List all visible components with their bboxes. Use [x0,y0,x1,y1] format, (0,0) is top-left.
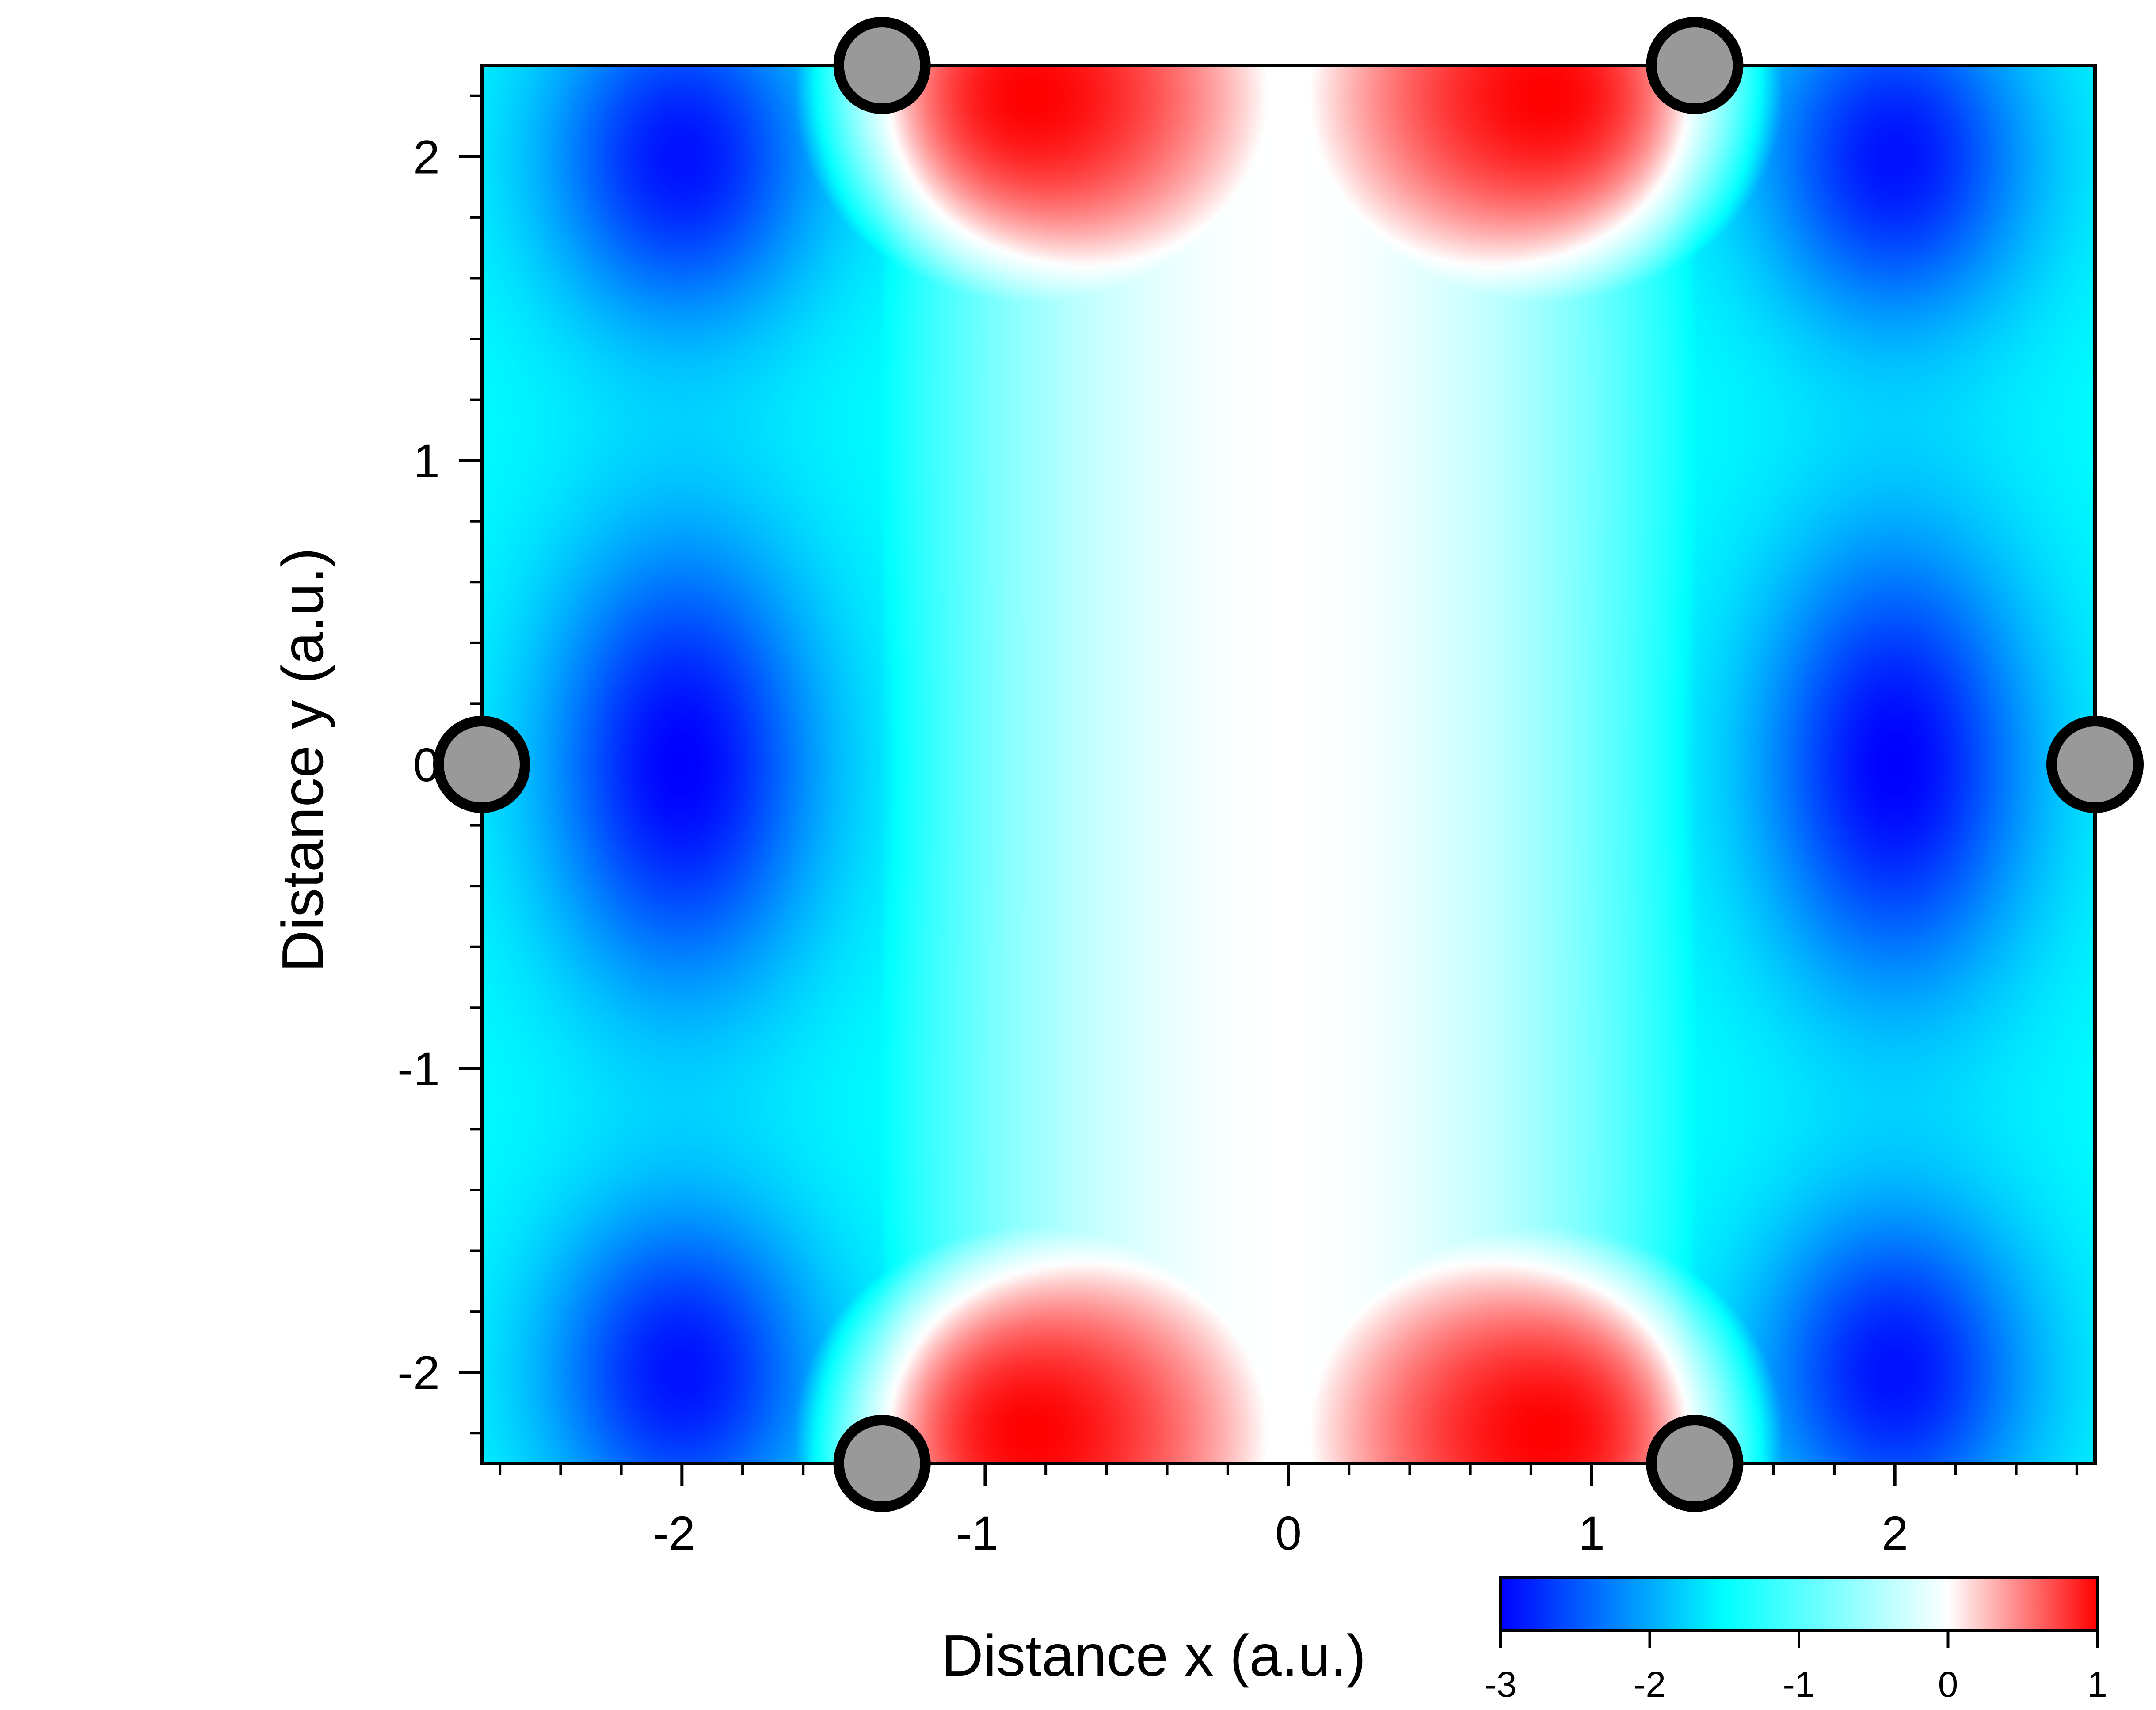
x-tick-label: -2 [653,1506,695,1560]
atom-marker [1646,17,1744,114]
x-axis: -2 -1 0 1 2 [499,1463,2078,1560]
colorbar-tick-label: 0 [1938,1664,1958,1705]
atom-marker [2046,716,2144,813]
x-tick-label: 0 [1275,1506,1302,1560]
y-tick-label: 2 [413,130,440,183]
colorbar-gradient [1499,1576,2099,1632]
colorbar-tick-label: 1 [2087,1664,2107,1705]
atom-marker [833,1415,931,1512]
x-tick-label: 2 [1882,1506,1908,1560]
x-tick-label: 1 [1578,1506,1605,1560]
colorbar-tick-label: -1 [1783,1664,1815,1705]
y-axis-label: Distance y (a.u.) [270,548,335,973]
heatmap-image [482,65,2095,1463]
y-tick-label: 1 [413,434,440,487]
atom-marker [433,716,530,813]
colorbar-tick-label: -2 [1634,1664,1666,1705]
colorbar-tick-label: -3 [1485,1664,1517,1705]
y-tick-label: -2 [397,1346,440,1399]
x-axis-label: Distance x (a.u.) [941,1623,1366,1688]
atom-marker [1646,1415,1744,1512]
y-axis: 210-1-2 [397,94,482,1435]
x-tick-label: -1 [956,1506,998,1560]
colorbar: -3 -2 -1 0 1 [1485,1576,2107,1705]
atom-marker [833,17,931,114]
y-tick-label: -1 [397,1042,440,1095]
atoms-layer [433,17,2144,1512]
colorbar-ticks: -3 -2 -1 0 1 [1485,1630,2107,1705]
heatmap-field [482,65,2095,1463]
